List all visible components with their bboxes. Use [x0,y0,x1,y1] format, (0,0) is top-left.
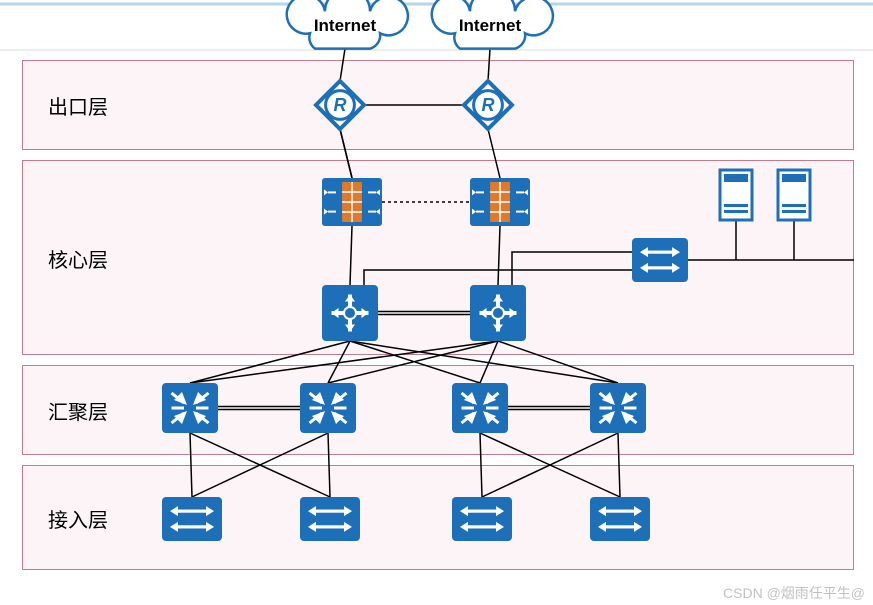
firewall-icon [322,178,382,226]
access-switch-icon [162,497,222,541]
svg-text:Internet: Internet [459,16,522,35]
router-icon: R [464,81,512,129]
core-switch-icon [470,285,526,341]
aggregation-switch-icon [300,383,356,433]
aggregation-switch-icon [162,383,218,433]
network-diagram: 出口层 核心层 汇聚层 接入层 InternetInternetRR CSDN … [0,0,873,605]
svg-text:Internet: Internet [314,16,377,35]
watermark: CSDN @烟雨任平生@ [723,583,865,603]
core-switch-icon [322,285,378,341]
edge-switch-icon [632,238,688,282]
svg-text:R: R [482,95,495,115]
aggregation-switch-icon [452,383,508,433]
access-switch-icon [590,497,650,541]
svg-text:R: R [334,95,347,115]
router-icon: R [316,81,364,129]
access-switch-icon [300,497,360,541]
aggregation-switch-icon [590,383,646,433]
topology-svg: Internet Internet R R [0,0,873,605]
cloud-icon: Internet [432,0,553,49]
server-icon [778,170,810,220]
server-icon [720,170,752,220]
firewall-icon [470,178,530,226]
access-switch-icon [452,497,512,541]
cloud-icon: Internet [287,0,408,49]
